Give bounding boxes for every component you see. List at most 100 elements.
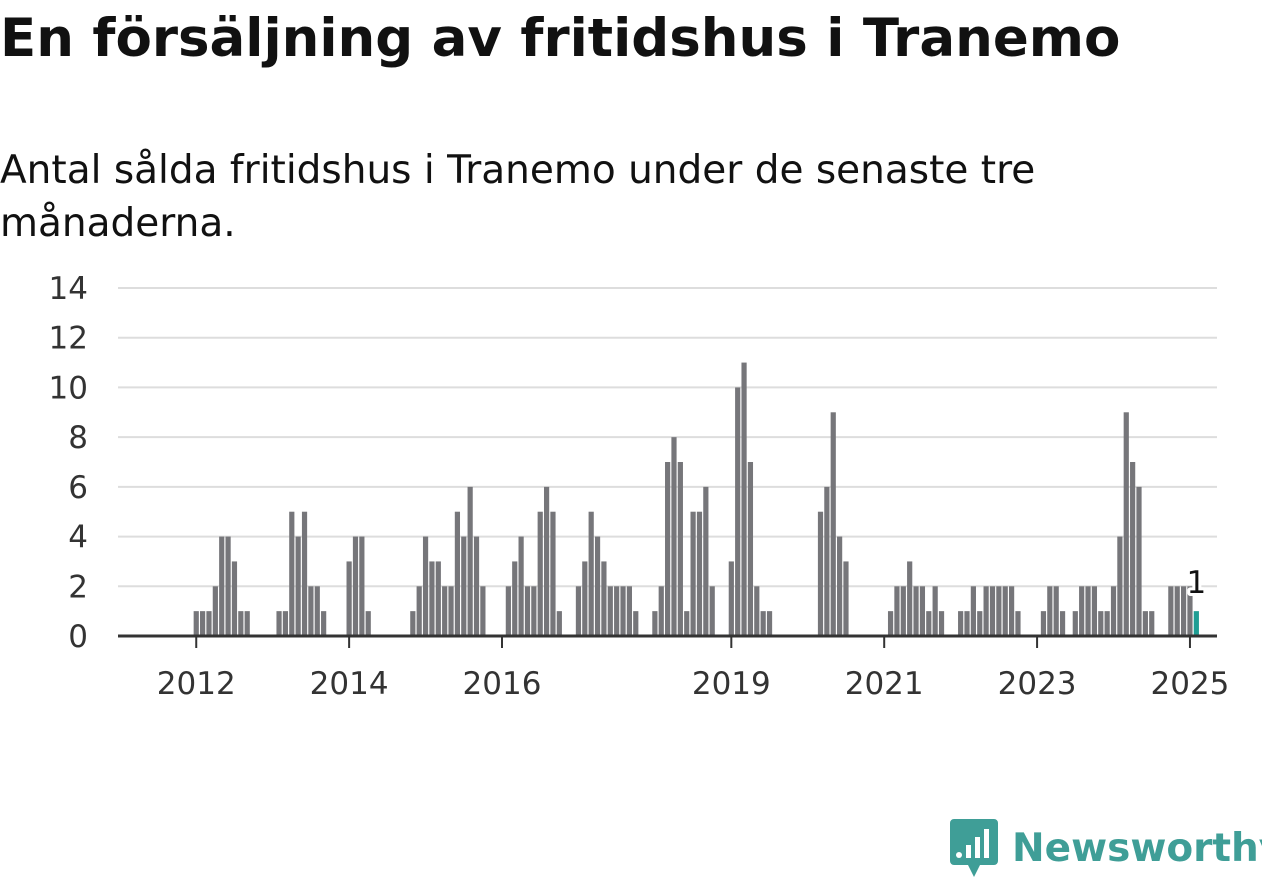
bar — [301, 511, 308, 636]
x-tick-label-2019: 2019 — [692, 666, 771, 702]
bar — [1059, 611, 1066, 636]
bar — [601, 561, 607, 636]
bar — [907, 561, 913, 636]
bar — [977, 611, 983, 636]
bar — [1009, 586, 1015, 636]
bar — [919, 586, 926, 636]
bar — [480, 586, 486, 636]
bar — [658, 586, 664, 636]
bar — [970, 586, 976, 636]
bar — [543, 486, 550, 636]
bar — [1180, 586, 1187, 636]
bar — [219, 536, 225, 636]
bar — [410, 611, 416, 636]
bar — [741, 362, 747, 636]
bar — [1079, 586, 1085, 636]
bar — [588, 511, 594, 636]
bar — [1104, 611, 1110, 636]
x-tick-label-2021: 2021 — [845, 666, 924, 702]
bar — [964, 611, 970, 636]
bar — [365, 611, 371, 636]
bar — [817, 511, 824, 636]
bar — [512, 561, 518, 636]
bar — [422, 536, 429, 636]
bar — [926, 611, 932, 636]
bar — [416, 586, 422, 636]
bar — [282, 611, 289, 636]
bar — [932, 586, 938, 636]
bar — [448, 586, 454, 636]
bar — [754, 586, 760, 636]
y-tick-label-6: 6 — [68, 470, 88, 506]
bar — [671, 437, 677, 636]
bar — [1002, 586, 1008, 636]
bar — [276, 611, 282, 636]
bar — [206, 611, 212, 636]
bar — [200, 611, 206, 636]
bar — [728, 561, 734, 636]
bar — [633, 611, 639, 636]
bar — [1091, 586, 1098, 636]
bar — [1072, 611, 1078, 636]
bar — [518, 536, 524, 636]
bar — [238, 611, 244, 636]
bar — [747, 462, 754, 636]
bar — [461, 536, 467, 636]
bar — [435, 561, 441, 636]
bar — [231, 561, 238, 636]
x-tick-label-2025: 2025 — [1151, 666, 1230, 702]
bar — [652, 611, 658, 636]
bar — [607, 586, 613, 636]
newsworthy-logo-icon — [950, 819, 998, 877]
bar — [429, 561, 435, 636]
y-tick-label-10: 10 — [49, 370, 88, 406]
bar — [900, 586, 906, 636]
bar — [837, 536, 843, 636]
bar — [1040, 611, 1047, 636]
y-tick-label-0: 0 — [68, 619, 88, 655]
chart-subtitle: Antal sålda fritidshus i Tranemo under d… — [0, 148, 1036, 246]
axis-layer: 0 2 4 6 8 10 12 14 2012 2014 2016 2019 2021 2023 2025 1 — [49, 271, 1230, 702]
bar — [289, 511, 295, 636]
y-tick-label-14: 14 — [49, 271, 88, 307]
bar — [958, 611, 964, 636]
y-tick-label-12: 12 — [49, 321, 88, 357]
bar — [359, 536, 365, 636]
bar — [1110, 586, 1117, 636]
y-tick-label-2: 2 — [68, 569, 88, 605]
bar — [1168, 586, 1174, 636]
bar — [352, 536, 359, 636]
newsworthy-logo[interactable]: Newsworthy — [950, 818, 1262, 878]
bar — [887, 611, 894, 636]
x-tick-label-2023: 2023 — [998, 666, 1077, 702]
bar — [626, 586, 632, 636]
bar — [556, 611, 562, 636]
bar — [938, 611, 945, 636]
bar — [1187, 586, 1193, 636]
highlight-data-label: 1 — [1186, 565, 1206, 601]
bar — [760, 611, 766, 636]
bar — [1053, 586, 1059, 636]
bar-layer — [193, 362, 1199, 636]
bar — [690, 511, 696, 636]
bar — [1117, 536, 1123, 636]
bar — [193, 611, 199, 636]
bar — [550, 511, 556, 636]
bar — [582, 561, 588, 636]
bar — [703, 486, 709, 636]
bar — [531, 586, 537, 636]
bar — [665, 462, 671, 636]
bar — [346, 561, 352, 636]
bar — [575, 586, 582, 636]
bar — [308, 586, 314, 636]
bar — [677, 462, 683, 636]
bar — [244, 611, 250, 636]
bar — [314, 586, 320, 636]
bar — [830, 412, 836, 636]
y-tick-label-8: 8 — [68, 420, 88, 456]
bar — [524, 586, 531, 636]
bar — [1015, 611, 1021, 636]
y-tick-label-4: 4 — [68, 520, 88, 556]
bar — [766, 611, 773, 636]
brand-name: Newsworthy — [1012, 825, 1262, 871]
